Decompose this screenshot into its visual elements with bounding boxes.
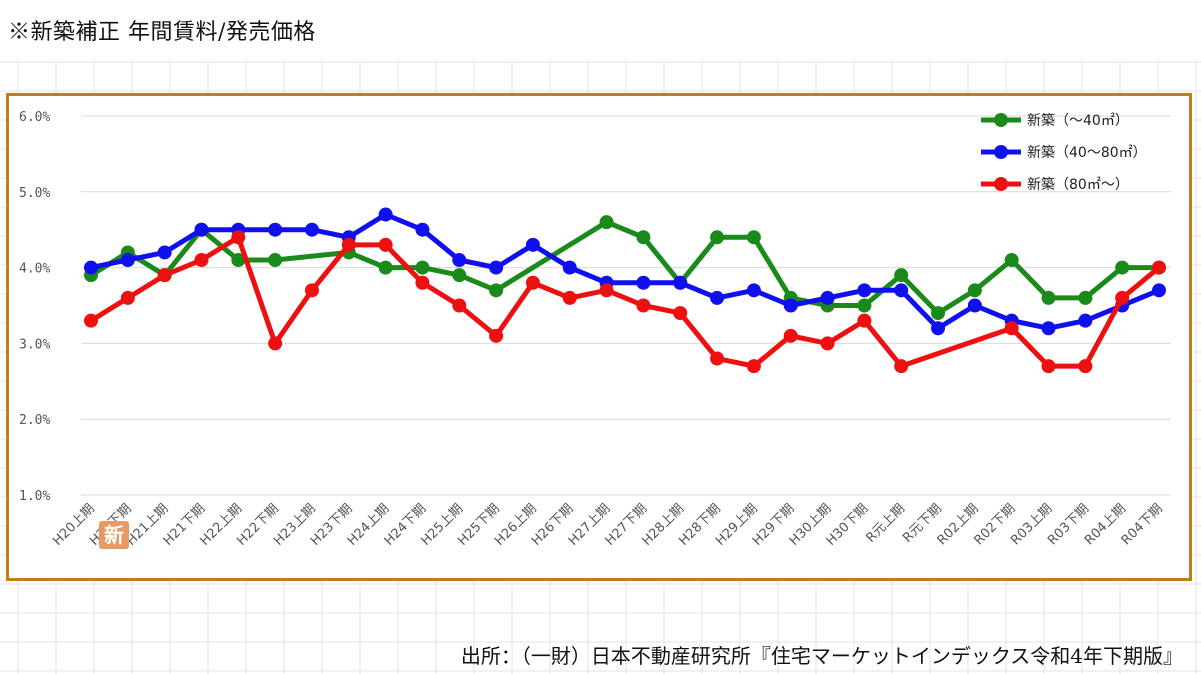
data-point	[746, 230, 761, 245]
data-point	[857, 298, 872, 313]
data-point	[636, 230, 651, 245]
data-point	[489, 260, 504, 275]
data-point	[636, 275, 651, 290]
x-tick-label: R元上期	[863, 501, 908, 546]
data-point	[1078, 313, 1093, 328]
data-point	[452, 298, 467, 313]
legend-label: 新築（80㎡～）	[1027, 177, 1129, 193]
legend-label: 新築（～40㎡）	[1027, 113, 1129, 129]
data-point	[268, 253, 283, 268]
data-point	[783, 328, 798, 343]
data-point	[562, 290, 577, 305]
data-point	[857, 313, 872, 328]
data-point	[857, 283, 872, 298]
data-point	[1152, 260, 1166, 275]
data-point	[120, 290, 135, 305]
data-point	[1004, 253, 1019, 268]
data-point	[525, 275, 540, 290]
series-line	[89, 234, 1161, 369]
data-point	[378, 260, 393, 275]
data-point	[783, 298, 798, 313]
data-point	[967, 298, 982, 313]
data-point	[84, 260, 98, 275]
data-point	[84, 313, 98, 328]
data-point	[931, 321, 946, 336]
data-point	[894, 283, 909, 298]
data-point	[1041, 290, 1056, 305]
data-point	[673, 275, 688, 290]
series-2	[84, 207, 1166, 336]
data-point	[304, 222, 319, 237]
data-point	[452, 268, 467, 283]
legend-marker	[994, 145, 1008, 159]
data-point	[489, 283, 504, 298]
y-tick-label: 5.0%	[19, 186, 50, 201]
data-point	[894, 268, 909, 283]
data-point	[1041, 321, 1056, 336]
data-point	[341, 237, 356, 252]
data-point	[710, 230, 725, 245]
data-point	[231, 230, 246, 245]
data-point	[157, 268, 172, 283]
legend-marker	[994, 177, 1008, 191]
legend-marker	[994, 113, 1008, 127]
data-point	[452, 253, 467, 268]
series-3	[84, 230, 1166, 374]
chart-frame[interactable]: 1.0%2.0%3.0%4.0%5.0%6.0%H20上期H20下期H21上期H…	[6, 93, 1192, 581]
data-point	[967, 283, 982, 298]
y-tick-label: 3.0%	[19, 337, 50, 352]
data-point	[599, 283, 614, 298]
y-tick-label: 1.0%	[19, 489, 50, 504]
data-point	[636, 298, 651, 313]
data-point	[378, 237, 393, 252]
data-point	[231, 253, 246, 268]
y-tick-label: 6.0%	[19, 110, 50, 125]
source-note: 出所：（一財）日本不動産研究所『住宅マーケットインデックス令和4年下期版』	[460, 644, 1183, 668]
data-point	[120, 253, 135, 268]
data-point	[415, 275, 430, 290]
data-point	[268, 222, 283, 237]
legend-item: 新築（80㎡～）	[981, 177, 1129, 193]
data-point	[415, 260, 430, 275]
data-point	[415, 222, 430, 237]
legend-label: 新築（40～80㎡）	[1027, 145, 1147, 161]
data-point	[1115, 260, 1130, 275]
data-point	[1004, 321, 1019, 336]
data-point	[820, 336, 835, 351]
data-point	[1078, 359, 1093, 374]
legend-item: 新築（40～80㎡）	[981, 145, 1147, 161]
data-point	[673, 306, 688, 321]
data-point	[1078, 290, 1093, 305]
data-point	[268, 336, 283, 351]
data-point	[378, 207, 393, 222]
data-point	[894, 359, 909, 374]
data-point	[1152, 283, 1166, 298]
data-point	[931, 306, 946, 321]
legend-item: 新築（～40㎡）	[981, 113, 1129, 129]
data-point	[157, 245, 172, 260]
data-point	[710, 290, 725, 305]
data-point	[194, 222, 209, 237]
page-title: ※新築補正 年間賃料/発売価格	[8, 20, 316, 45]
data-point	[746, 359, 761, 374]
y-tick-label: 2.0%	[19, 413, 50, 428]
data-point	[1041, 359, 1056, 374]
data-point	[489, 328, 504, 343]
x-tick-label: R04下期	[1119, 501, 1166, 548]
line-chart: 1.0%2.0%3.0%4.0%5.0%6.0%H20上期H20下期H21上期H…	[19, 110, 1171, 549]
data-point	[1115, 290, 1130, 305]
data-point	[304, 283, 319, 298]
new-build-badge: 新	[99, 521, 129, 549]
data-point	[562, 260, 577, 275]
data-point	[599, 215, 614, 230]
data-point	[194, 253, 209, 268]
data-point	[746, 283, 761, 298]
data-point	[525, 237, 540, 252]
data-point	[710, 351, 725, 366]
data-point	[820, 290, 835, 305]
y-tick-label: 4.0%	[19, 262, 50, 277]
